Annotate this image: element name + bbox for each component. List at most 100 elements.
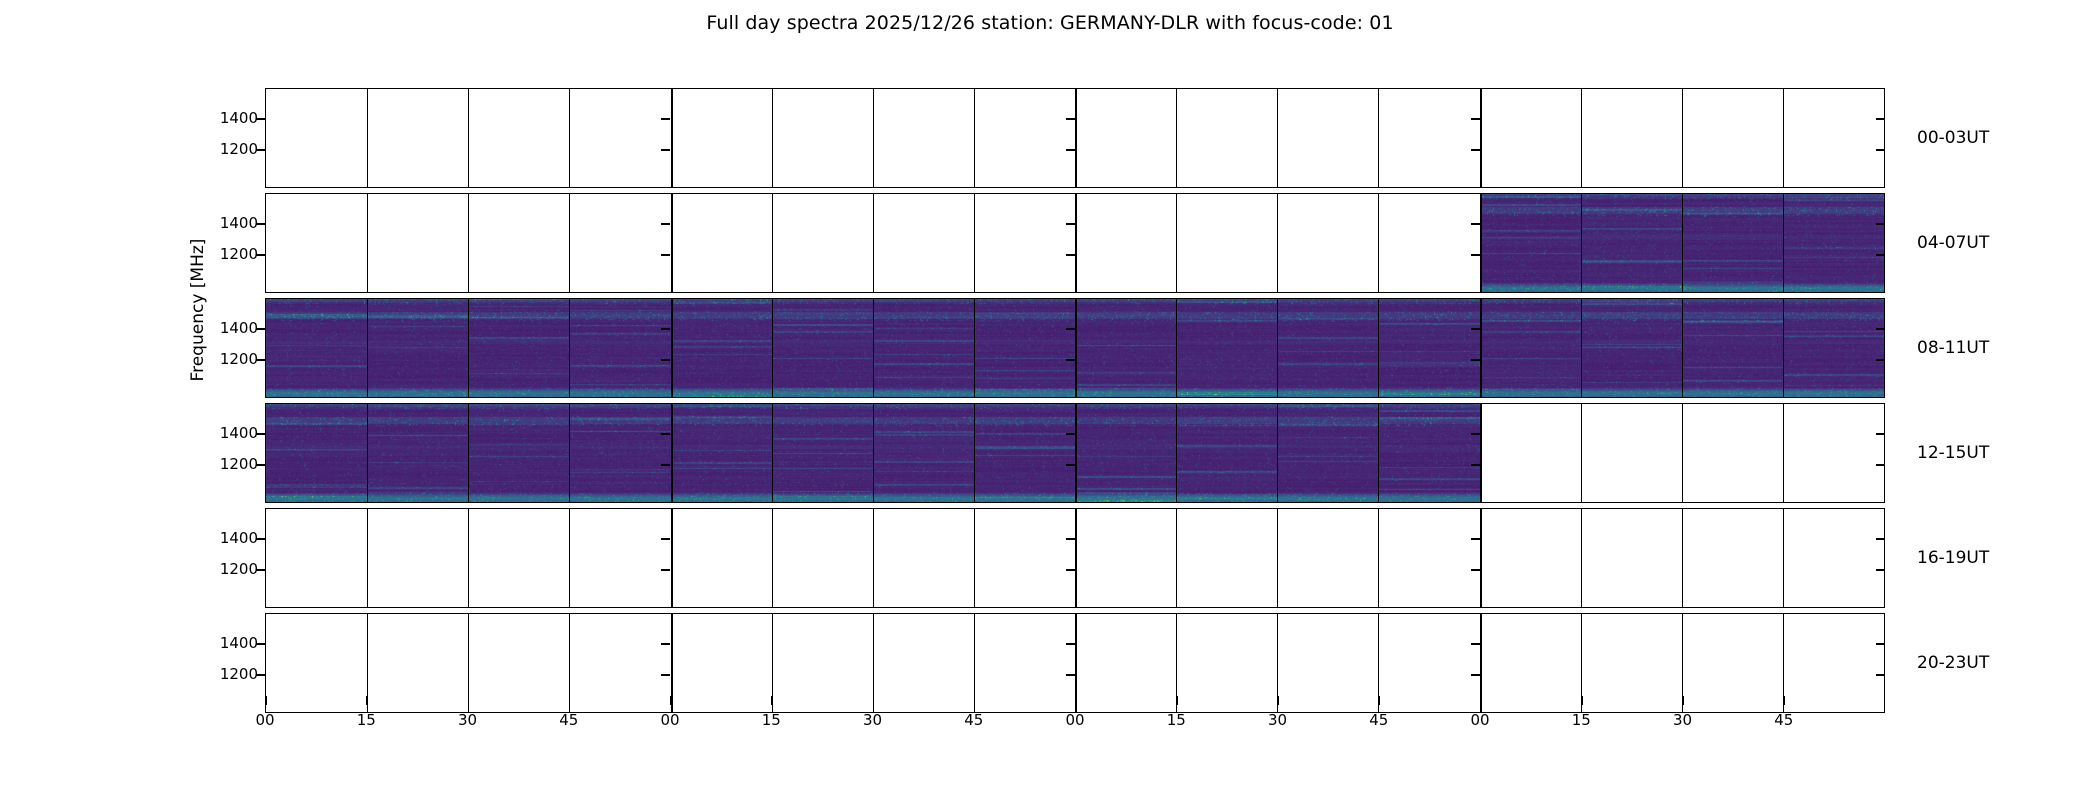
spectrogram-cell[interactable] (569, 194, 671, 292)
spectrogram-cell[interactable] (1075, 194, 1177, 292)
spectrogram-cell[interactable] (266, 89, 368, 187)
spectrogram-cell[interactable] (1580, 89, 1682, 187)
spectrogram-cell[interactable] (1176, 509, 1278, 607)
spectrogram-cell[interactable] (1176, 194, 1278, 292)
spectrogram-cell[interactable] (670, 614, 772, 712)
spectrogram-cell[interactable] (872, 404, 974, 502)
spectrogram-cell[interactable] (1277, 614, 1379, 712)
spectrogram-cell[interactable] (569, 509, 671, 607)
spectrogram-cell[interactable] (266, 614, 368, 712)
spectrogram-cell[interactable] (1580, 509, 1682, 607)
spectrogram-cell[interactable] (1681, 299, 1783, 397)
spectrogram-cell[interactable] (1681, 194, 1783, 292)
spectrogram-cell[interactable] (468, 299, 570, 397)
spectrogram-cell[interactable] (1580, 404, 1682, 502)
spectrogram-cell[interactable] (1378, 614, 1480, 712)
spectrogram-cell[interactable] (973, 404, 1075, 502)
spectrogram-cell[interactable] (1782, 614, 1884, 712)
spectrogram-row-12to15[interactable]: 1400 1200 12-15UT (220, 403, 1989, 503)
spectrogram-cell[interactable] (1479, 299, 1581, 397)
spectrogram-cell[interactable] (1176, 404, 1278, 502)
spectrogram-cell[interactable] (266, 509, 368, 607)
spectrogram-cell[interactable] (1277, 89, 1379, 187)
spectrogram-row-16to19[interactable]: 1400 1200 16-19UT (220, 508, 1989, 608)
spectrogram-cell[interactable] (872, 299, 974, 397)
spectrogram-cell[interactable] (670, 404, 772, 502)
spectrogram-cell[interactable] (973, 299, 1075, 397)
spectrogram-cell[interactable] (1277, 194, 1379, 292)
spectrogram-cell[interactable] (670, 509, 772, 607)
spectrogram-cell[interactable] (266, 404, 368, 502)
spectrogram-cell[interactable] (569, 89, 671, 187)
spectrogram-cell[interactable] (1782, 509, 1884, 607)
spectrogram-cell[interactable] (1782, 299, 1884, 397)
spectrogram-cell[interactable] (367, 509, 469, 607)
spectrogram-cell[interactable] (1479, 404, 1581, 502)
spectrogram-cell[interactable] (670, 194, 772, 292)
spectrogram-cell[interactable] (973, 509, 1075, 607)
spectrogram-cell[interactable] (1378, 509, 1480, 607)
spectrogram-row-04to07[interactable]: 1400 1200 04-07UT (220, 193, 1989, 293)
spectrogram-cell[interactable] (1681, 509, 1783, 607)
spectrogram-cell[interactable] (468, 614, 570, 712)
spectrogram-cell[interactable] (1782, 194, 1884, 292)
spectrogram-cell[interactable] (1378, 404, 1480, 502)
spectrogram-cell[interactable] (973, 614, 1075, 712)
spectrogram-cell[interactable] (771, 509, 873, 607)
spectrogram-cell[interactable] (1479, 89, 1581, 187)
spectrogram-cell[interactable] (468, 194, 570, 292)
spectrogram-cell[interactable] (367, 299, 469, 397)
spectrogram-cell[interactable] (569, 404, 671, 502)
spectrogram-cell[interactable] (771, 614, 873, 712)
spectrogram-cell[interactable] (1782, 404, 1884, 502)
spectrogram-cell[interactable] (872, 614, 974, 712)
spectrogram-cell[interactable] (771, 194, 873, 292)
spectrogram-cell[interactable] (1378, 299, 1480, 397)
spectrogram-cell[interactable] (1075, 299, 1177, 397)
spectrogram-cell[interactable] (1681, 614, 1783, 712)
spectrogram-cell[interactable] (670, 89, 772, 187)
spectrogram-cell[interactable] (1479, 614, 1581, 712)
spectrogram-cell[interactable] (367, 614, 469, 712)
spectrogram-cell[interactable] (367, 194, 469, 292)
spectrogram-cell[interactable] (1580, 299, 1682, 397)
spectrogram-cell[interactable] (1580, 194, 1682, 292)
spectrogram-cell[interactable] (569, 299, 671, 397)
spectrogram-cell[interactable] (1277, 509, 1379, 607)
spectrogram-cell[interactable] (1176, 89, 1278, 187)
spectrogram-cell[interactable] (771, 404, 873, 502)
spectrogram-cell[interactable] (1075, 89, 1177, 187)
spectrogram-cell[interactable] (1479, 509, 1581, 607)
spectrogram-row-00to03[interactable]: 1400 1200 00-03UT (220, 88, 1989, 188)
spectrogram-row-20to23[interactable]: 1400 1200 20-23UT (220, 613, 1989, 713)
spectrogram-cell[interactable] (1378, 194, 1480, 292)
spectrogram-row-08to11[interactable]: 1400 1200 08-11UT (220, 298, 1989, 398)
spectrogram-cell[interactable] (872, 89, 974, 187)
spectrogram-cell[interactable] (1075, 509, 1177, 607)
spectrogram-cell[interactable] (872, 194, 974, 292)
spectrogram-cell[interactable] (872, 509, 974, 607)
spectrogram-cell[interactable] (670, 299, 772, 397)
spectrogram-cell[interactable] (468, 404, 570, 502)
spectrogram-cell[interactable] (1681, 404, 1783, 502)
spectrogram-cell[interactable] (1580, 614, 1682, 712)
spectrogram-cell[interactable] (1782, 89, 1884, 187)
spectrogram-cell[interactable] (1075, 614, 1177, 712)
spectrogram-cell[interactable] (973, 194, 1075, 292)
spectrogram-cell[interactable] (1681, 89, 1783, 187)
spectrogram-cell[interactable] (266, 194, 368, 292)
spectrogram-cell[interactable] (569, 614, 671, 712)
spectrogram-cell[interactable] (1277, 404, 1379, 502)
spectrogram-cell[interactable] (973, 89, 1075, 187)
spectrogram-cell[interactable] (1176, 299, 1278, 397)
spectrogram-cell[interactable] (367, 404, 469, 502)
spectrogram-cell[interactable] (771, 89, 873, 187)
spectrogram-cell[interactable] (1176, 614, 1278, 712)
spectrogram-cell[interactable] (1479, 194, 1581, 292)
spectrogram-cell[interactable] (1277, 299, 1379, 397)
spectrogram-cell[interactable] (1075, 404, 1177, 502)
spectrogram-cell[interactable] (468, 509, 570, 607)
spectrogram-cell[interactable] (367, 89, 469, 187)
spectrogram-cell[interactable] (1378, 89, 1480, 187)
spectrogram-cell[interactable] (771, 299, 873, 397)
